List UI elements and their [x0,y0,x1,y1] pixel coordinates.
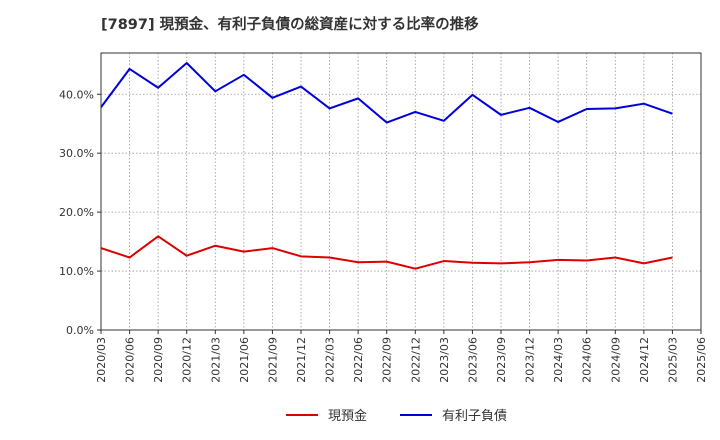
y-tick-label: 40.0% [59,88,94,101]
x-tick-label: 2024/06 [581,337,594,383]
legend: 現預金 有利子負債 [286,408,507,424]
x-tick-label: 2020/09 [152,337,165,383]
y-tick-label: 0.0% [66,324,94,337]
x-tick-label: 2021/12 [295,337,308,383]
x-tick-label: 2022/09 [381,337,394,383]
x-tick-label: 2020/03 [95,337,108,383]
x-tick-label: 2023/09 [495,337,508,383]
x-tick-label: 2021/09 [266,337,279,383]
y-axis-ticks: 0.0% 10.0% 20.0% 30.0% 40.0% [59,88,101,337]
x-axis-ticks: 2020/03 2020/06 2020/09 2020/12 2021/03 2021/… [95,330,708,383]
x-tick-label: 2023/06 [466,337,479,383]
x-tick-label: 2024/03 [552,337,565,383]
y-tick-label: 10.0% [59,265,94,278]
plot-border [100,52,702,331]
series-lines [100,62,673,270]
x-tick-label: 2024/12 [638,337,651,383]
x-tick-label: 2023/03 [438,337,451,383]
x-tick-label: 2022/12 [409,337,422,383]
plot-area [101,53,701,330]
x-tick-label: 2022/03 [324,337,337,383]
legend-label-debt: 有利子負債 [442,409,507,424]
x-tick-label: 2022/06 [352,337,365,383]
legend-label-cash: 現預金 [328,408,367,424]
y-tick-label: 30.0% [59,147,94,160]
y-tick-label: 20.0% [59,206,94,219]
chart-title: [7897] 現預金、有利子負債の総資産に対する比率の推移 [101,17,479,33]
x-tick-label: 2021/03 [209,337,222,383]
x-tick-label: 2025/06 [695,337,708,383]
series-line-cash [100,235,673,270]
x-tick-label: 2020/12 [181,337,194,383]
x-tick-label: 2020/06 [124,337,137,383]
x-tick-label: 2021/06 [238,337,251,383]
x-tick-label: 2023/12 [524,337,537,383]
series-line-debt [100,62,673,124]
x-tick-label: 2025/03 [666,337,679,383]
x-tick-label: 2024/09 [609,337,622,383]
